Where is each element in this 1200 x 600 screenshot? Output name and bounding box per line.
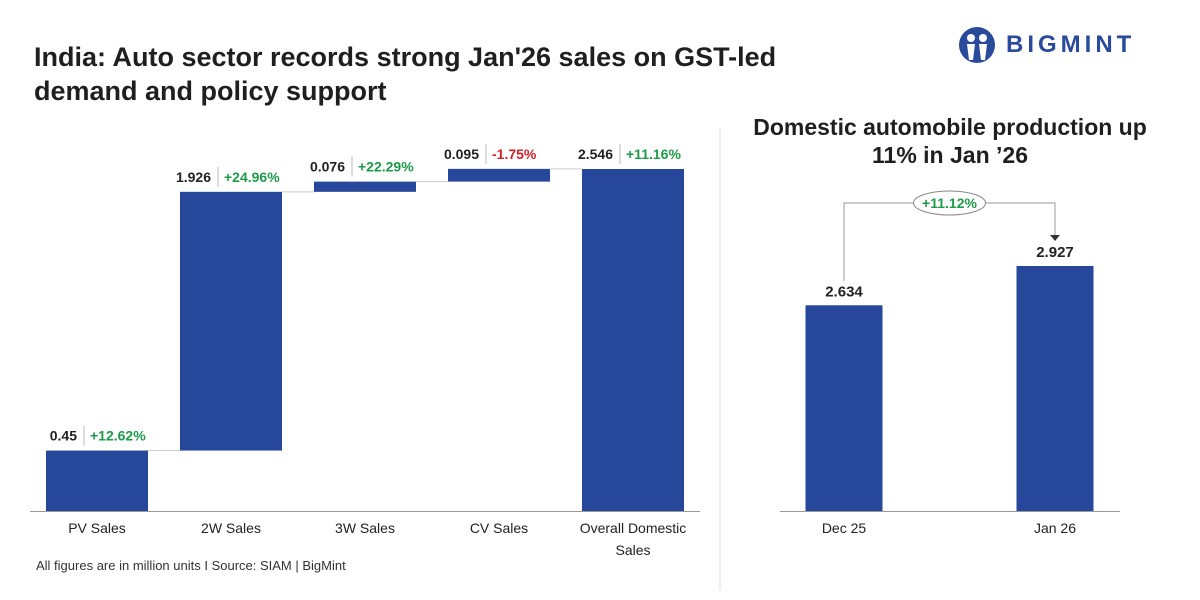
x-tick-label: Overall Domestic: [580, 520, 687, 536]
arrow-head-icon: [1050, 235, 1060, 241]
change-label: +22.29%: [358, 159, 414, 175]
value-label: 2.927: [1036, 244, 1074, 261]
x-tick-label: Jan 26: [1034, 520, 1076, 536]
value-label: 0.45: [50, 428, 77, 444]
chart-title: India: Auto sector records strong Jan'26…: [34, 42, 777, 106]
change-label: +11.16%: [626, 146, 681, 162]
bar-3w-sales: [314, 181, 416, 192]
bar-2w-sales: [180, 191, 282, 451]
x-tick-label: Sales: [615, 542, 650, 558]
change-label: -1.75%: [492, 146, 537, 162]
x-tick-label: PV Sales: [68, 520, 126, 536]
change-annotation: +11.12%: [922, 195, 977, 211]
x-tick-label: 2W Sales: [201, 520, 261, 536]
value-label: 0.095: [444, 146, 479, 162]
x-tick-label: Dec 25: [822, 520, 867, 536]
change-label: +12.62%: [90, 428, 146, 444]
bar-dec-25: [805, 305, 883, 511]
value-label: 0.076: [310, 159, 345, 175]
value-label: 2.634: [825, 283, 863, 300]
bar-cv-sales: [448, 168, 550, 182]
bar-overall-domestic-sales: [582, 169, 684, 511]
bar-jan-26: [1016, 266, 1094, 511]
value-label: 2.546: [578, 146, 613, 162]
change-badge: [913, 190, 986, 216]
x-tick-label: CV Sales: [470, 520, 528, 536]
bigmint-logo: BIGMINT: [958, 26, 1135, 64]
bar-pv-sales: [46, 450, 148, 511]
value-label: 1.926: [176, 169, 211, 185]
bigmint-logo-icon: [959, 27, 995, 63]
x-tick-label: 3W Sales: [335, 520, 395, 536]
footnote: All figures are in million units I Sourc…: [36, 558, 346, 573]
logo-text: BIGMINT: [1006, 31, 1136, 58]
change-label: +24.96%: [224, 169, 280, 185]
right-chart-title: Domestic automobile production up 11% in…: [753, 114, 1147, 168]
